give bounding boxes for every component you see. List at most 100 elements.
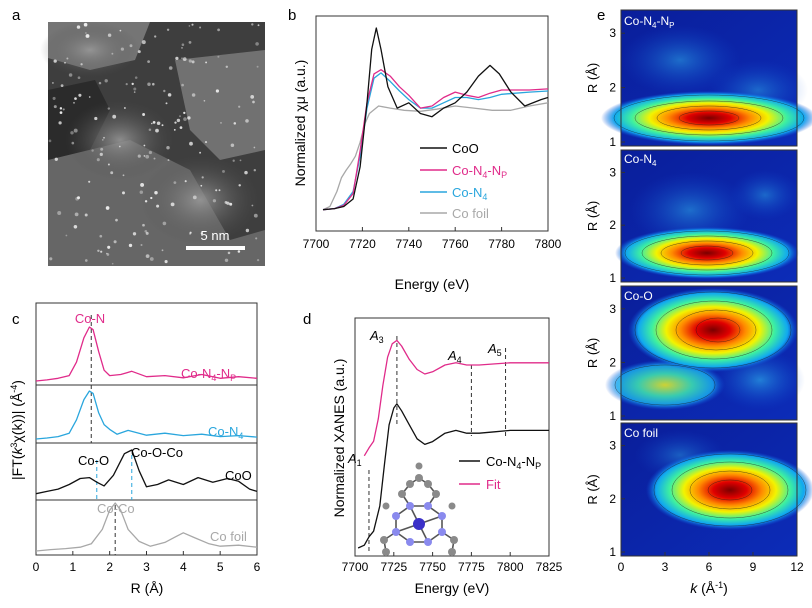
atom-dot	[65, 234, 68, 237]
atom-dot	[59, 111, 63, 114]
atom-dot	[99, 234, 103, 238]
atom-dot	[191, 60, 195, 64]
atom-dot	[252, 100, 255, 104]
x-tick-label-1: 1	[69, 560, 76, 574]
atom-dot	[238, 184, 241, 187]
panel-c-letter: c	[12, 311, 20, 328]
atom-dot	[62, 108, 65, 111]
atom-dot	[205, 61, 208, 64]
series-co-n4-np	[36, 326, 257, 382]
wt-ylabel: R (Å)	[585, 63, 600, 93]
wt-map-con4np: Co-N4-NP	[601, 10, 812, 146]
atom-dot	[59, 107, 63, 110]
panel-d-legend: Co-N4-NP Fit	[459, 454, 541, 492]
atom-dot	[129, 44, 133, 48]
y-tick-label-2: 2	[609, 355, 616, 369]
atom-dot	[94, 116, 98, 121]
atom-dot	[187, 116, 191, 120]
atom-dot	[85, 34, 90, 38]
atom-dot	[182, 57, 187, 61]
atom-dot	[153, 157, 156, 160]
atom-dot	[141, 40, 146, 45]
atom-dot	[74, 97, 77, 100]
wt-map-coo: Co-O	[605, 286, 805, 420]
x-tick-label-7740: 7740	[395, 237, 422, 251]
atom-dot	[125, 83, 128, 86]
atom-dot	[133, 87, 137, 91]
atom-dot	[191, 93, 196, 97]
atom-dot	[188, 25, 191, 27]
x-tick-label-0: 0	[618, 560, 625, 574]
atom-dot	[52, 96, 56, 100]
atom-dot	[165, 102, 168, 105]
series-co-n4	[322, 72, 548, 211]
atom-dot	[104, 79, 108, 83]
atom-dot	[85, 32, 87, 34]
atom-dot	[191, 23, 194, 26]
atom-dot	[119, 29, 122, 32]
atom-dot	[113, 240, 117, 244]
panel-d-feature-lines	[368, 336, 507, 552]
wt-ylabel: R (Å)	[585, 338, 600, 368]
atom-dot	[161, 249, 164, 252]
atom-dot	[203, 99, 206, 102]
series-co-n4	[36, 390, 257, 440]
panel-e: e Co-N4-NP Co-N4	[585, 7, 812, 596]
panel-b-x-axis: 7700 7720 7740 7760 7780 7800	[303, 227, 562, 251]
x-tick-label-6: 6	[706, 560, 713, 574]
atom-dot	[256, 65, 259, 68]
atom-dot	[148, 150, 153, 155]
atom-dot	[164, 260, 168, 264]
x-tick-label-9: 9	[750, 560, 757, 574]
atom-dot	[192, 195, 197, 200]
atom-dot	[73, 225, 78, 229]
atom-dot	[215, 89, 219, 93]
panel-b-frame	[315, 15, 549, 232]
atom-dot	[162, 221, 167, 226]
atom-dot	[147, 60, 150, 63]
feature-a3: A3	[369, 328, 384, 345]
x-tick-label-7825: 7825	[536, 560, 563, 574]
wt-ylabel: R (Å)	[585, 474, 600, 504]
atom-dot	[145, 154, 150, 159]
atom-dot	[66, 57, 69, 60]
atom-dot	[156, 121, 161, 126]
atom-dot	[230, 143, 235, 147]
series-co-n4-np	[322, 69, 548, 211]
y-tick-label-3: 3	[609, 439, 616, 453]
atom-dot	[215, 189, 218, 192]
y-tick-label-2: 2	[609, 81, 616, 95]
wt-map-cofoil: Co foil	[621, 423, 812, 556]
atom-dot	[103, 136, 105, 139]
atom-dot	[143, 155, 146, 157]
x-tick-label-5: 5	[217, 560, 224, 574]
panel-d-series	[357, 339, 549, 549]
panel-b-letter: b	[288, 7, 296, 24]
atom-dot	[222, 169, 225, 173]
atom-dot	[229, 202, 233, 206]
atom-dot	[128, 243, 133, 248]
y-tick-label-1: 1	[609, 271, 616, 285]
atom-dot	[139, 190, 144, 194]
atom-dot	[99, 152, 103, 157]
atom-dot	[170, 202, 175, 207]
atom-dot	[54, 157, 58, 161]
wt-label-cofoil: Co foil	[624, 426, 658, 440]
atom-dot	[140, 182, 145, 187]
atom-dot	[111, 52, 114, 55]
atom-dot	[74, 212, 79, 217]
panel-d-x-axis: 7700 7725 7750 7775 7800 7825	[342, 552, 563, 574]
atom-dot	[174, 121, 177, 124]
scalebar-label: 5 nm	[201, 228, 230, 243]
atom-dot	[132, 232, 137, 236]
atom-dot	[142, 113, 146, 116]
atom-dot	[133, 91, 136, 93]
atom-dot	[134, 76, 138, 79]
atom-dot	[76, 196, 81, 200]
y-tick-label-3: 3	[609, 26, 616, 40]
series-co-foil	[36, 502, 257, 552]
molecule-atoms	[380, 462, 458, 556]
panel-d: d 7700 7725 7750 7775 7800 7825 Energy (eV) N…	[303, 311, 563, 596]
atom-dot	[233, 122, 237, 125]
